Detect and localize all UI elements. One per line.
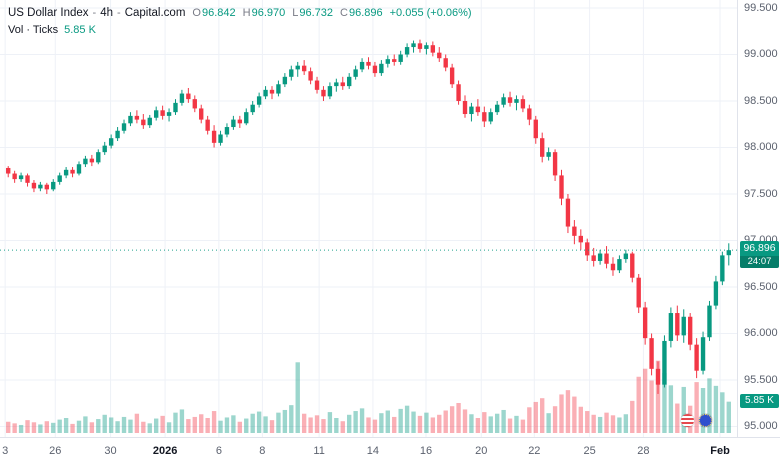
time-axis-label: 20 xyxy=(475,445,488,457)
high-label: H xyxy=(242,7,251,19)
current-price-badge[interactable]: 96.896 24:07 xyxy=(740,241,779,269)
price-axis-label: 97.500 xyxy=(744,187,778,200)
low-value: 96.732 xyxy=(299,7,334,19)
us-flag-event-icon[interactable] xyxy=(681,414,694,427)
price-axis-label: 95.000 xyxy=(744,420,778,432)
time-axis-label: 14 xyxy=(366,445,380,457)
volume-indicator-row: Vol · Ticks 5.85 K xyxy=(8,23,472,37)
current-price-value: 96.896 xyxy=(743,242,776,255)
time-axis-label: 26 xyxy=(49,445,62,457)
time-axis-label: 2026 xyxy=(152,445,178,457)
bar-countdown: 24:07 xyxy=(740,256,779,269)
open-value: 96.842 xyxy=(201,7,236,19)
separator: - xyxy=(117,7,121,19)
price-axis-label: 98.500 xyxy=(744,94,778,107)
time-axis-label: 11 xyxy=(313,445,325,457)
close-value: 96.896 xyxy=(348,7,383,19)
low-label: L xyxy=(292,7,299,19)
time-axis-label: 8 xyxy=(259,445,266,457)
time-axis-label: 30 xyxy=(104,445,117,457)
time-axis[interactable]: 3 26 30 2026 6 8 11 14 16 20 22 25 28 Feb xyxy=(0,437,780,470)
change-value: +0.055 (+0.06%) xyxy=(389,7,472,19)
eu-flag-event-icon[interactable] xyxy=(699,414,712,427)
time-axis-label: 28 xyxy=(637,445,650,457)
volume-indicator-title[interactable]: Vol · Ticks xyxy=(8,24,59,36)
price-axis-label: 99.500 xyxy=(744,1,778,14)
volume-indicator-value: 5.85 K xyxy=(64,24,96,36)
price-axis-label: 98.000 xyxy=(744,141,778,153)
price-axis-label: 95.500 xyxy=(744,373,778,386)
interval-label[interactable]: 4h xyxy=(100,7,114,19)
time-axis-label: Feb xyxy=(710,445,730,457)
time-axis-label: 25 xyxy=(583,445,596,457)
price-axis-label: 99.000 xyxy=(744,48,778,60)
symbol-row: US Dollar Index - 4h - Capital.com O 96.8… xyxy=(8,6,472,20)
volume-badge: 5.85 K xyxy=(740,393,779,408)
time-axis-label: 6 xyxy=(215,445,222,457)
time-axis-label: 16 xyxy=(419,445,433,457)
price-axis-label: 96.500 xyxy=(744,280,778,293)
separator: - xyxy=(92,7,97,19)
candlestick-chart[interactable] xyxy=(0,0,737,437)
high-value: 96.970 xyxy=(251,7,286,19)
close-label: C xyxy=(340,7,348,19)
chart-pane[interactable]: US Dollar Index - 4h - Capital.com O 96.8… xyxy=(0,0,737,437)
symbol-legend: US Dollar Index - 4h - Capital.com O 96.8… xyxy=(8,6,472,37)
price-axis[interactable]: 96.896 24:07 5.85 K 99.500 99.000 98.500 98… xyxy=(737,0,780,437)
symbol-name[interactable]: US Dollar Index xyxy=(8,7,89,19)
price-axis-label: 96.000 xyxy=(744,327,778,339)
open-label: O xyxy=(192,7,201,19)
time-axis-label: 22 xyxy=(528,445,541,457)
time-axis-label: 3 xyxy=(2,445,9,457)
provider-label: Capital.com xyxy=(124,7,186,19)
